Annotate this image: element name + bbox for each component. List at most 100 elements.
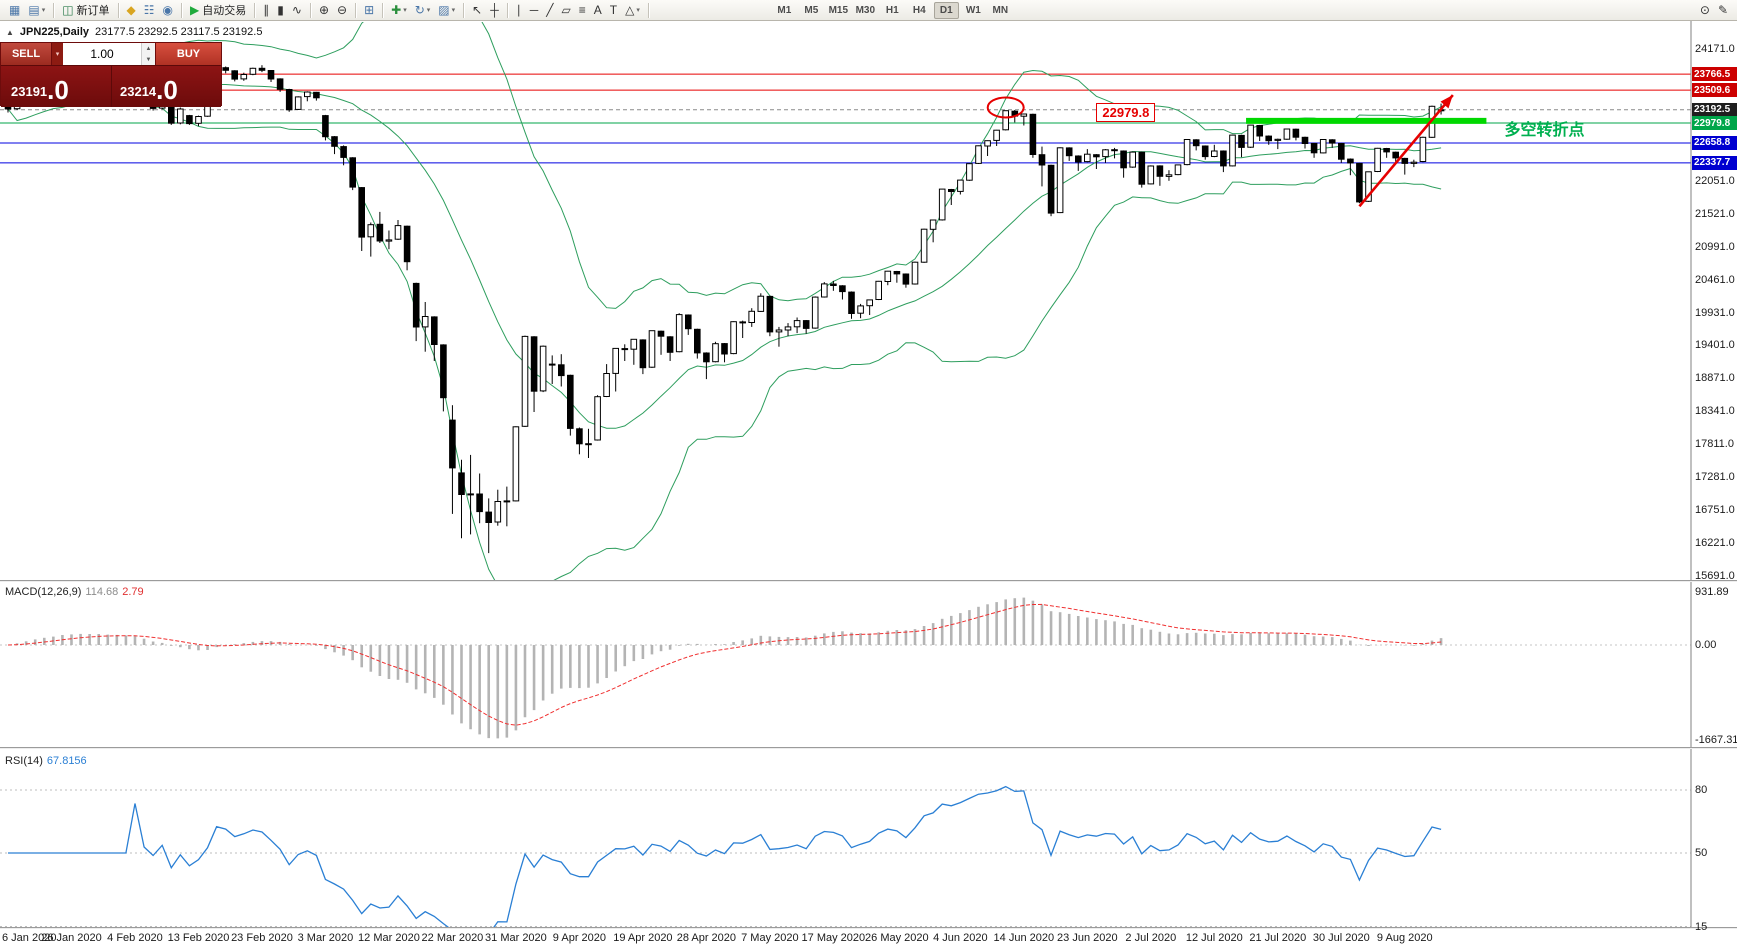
new-chart-button[interactable]: ▦: [6, 1, 23, 19]
lot-spinner: ▲ ▼: [141, 43, 155, 65]
annotation-price-label[interactable]: 22979.8: [1096, 103, 1156, 123]
time-axis-label: 23 Jun 2020: [1057, 932, 1118, 944]
timeframe-m1-button[interactable]: M1: [777, 4, 792, 16]
text-icon: A: [593, 3, 602, 17]
axis-label: 17811.0: [1695, 438, 1734, 451]
candlestick-chart-button[interactable]: ▮: [274, 1, 287, 19]
lot-decrease-button[interactable]: ▼: [145, 56, 152, 63]
pane-separator[interactable]: [0, 927, 1737, 929]
arrows-button[interactable]: △ ▾: [622, 1, 643, 19]
signals-button[interactable]: ◉: [160, 1, 176, 19]
sell-price-button[interactable]: 23191.0: [1, 66, 111, 107]
tile-windows-button[interactable]: ⊞: [361, 1, 377, 19]
timeframe-m5-button[interactable]: M5: [804, 4, 819, 16]
text-button[interactable]: A: [591, 1, 605, 19]
autotrading-icon: ▶: [190, 3, 200, 17]
text-label-button[interactable]: T: [607, 1, 620, 19]
new-chart-icon: ▦: [9, 3, 21, 17]
sell-button[interactable]: SELL: [1, 43, 51, 65]
line-chart-button[interactable]: ∿: [289, 1, 305, 19]
toolbar-separator: [309, 2, 311, 18]
time-axis-label: 26 Jan 2020: [41, 932, 102, 944]
time-axis-label: 4 Feb 2020: [107, 932, 163, 944]
hline-button[interactable]: ─: [527, 1, 542, 19]
fibonacci-button[interactable]: ≡: [576, 1, 589, 19]
zoom-out-button[interactable]: ⊖: [334, 1, 350, 19]
channel-button[interactable]: ▱: [558, 1, 573, 19]
periods-button[interactable]: ↻ ▾: [412, 1, 434, 19]
bar-chart-button[interactable]: ∥: [260, 1, 272, 19]
market-watch-icon: ☷: [143, 3, 155, 17]
buy-price-main: 23214: [120, 84, 157, 99]
signals-icon: ◉: [162, 3, 174, 17]
alerts-button[interactable]: ◆: [124, 1, 139, 19]
time-axis-label: 2 Jul 2020: [1125, 932, 1177, 944]
annotation-turning-point-text[interactable]: 多空转折点: [1504, 122, 1585, 140]
vline-button[interactable]: ∣: [513, 1, 525, 19]
macd-indicator-label: MACD(12,26,9) 114.68 2.79: [5, 586, 144, 598]
symbol-ohlc-header: ▲ JPN225,Daily 23177.5 23292.5 23117.5 2…: [6, 26, 262, 38]
templates-button[interactable]: ▨ ▾: [435, 1, 458, 19]
search-button[interactable]: ⊙: [1697, 1, 1713, 19]
indicators-button[interactable]: ✚ ▾: [388, 1, 410, 19]
axis-label: 16221.0: [1695, 537, 1735, 550]
pane-separator[interactable]: [0, 747, 1737, 749]
fibonacci-icon: ≡: [578, 3, 586, 17]
price-axis[interactable]: 24171.0 22051.0 21521.0 20991.0 20461.0 19931…: [1692, 21, 1737, 933]
ohlc-values: 23177.5 23292.5 23117.5 23192.5: [95, 26, 263, 38]
new-order-button[interactable]: ◫ 新订单: [59, 1, 112, 19]
axis-label: 931.89: [1695, 586, 1729, 599]
line-chart-icon: ∿: [291, 3, 302, 17]
annotations-layer[interactable]: [986, 94, 1487, 208]
timeframe-w1-button[interactable]: W1: [965, 4, 981, 16]
time-axis[interactable]: 6 Jan 2020 26 Jan 2020 4 Feb 2020 13 Feb 20…: [0, 929, 1737, 946]
rsi-name: RSI(14): [5, 755, 43, 767]
toolbar-separator: [647, 2, 649, 18]
one-click-toggle-icon[interactable]: ▲: [6, 27, 14, 37]
pane-separator[interactable]: [0, 580, 1737, 582]
macd-signal-value: 2.79: [122, 586, 144, 598]
timeframe-d1-button[interactable]: D1: [933, 1, 959, 19]
lot-size-input[interactable]: [63, 43, 141, 65]
zoom-in-button[interactable]: ⊕: [316, 1, 332, 19]
toolbar-separator: [53, 2, 55, 18]
trade-options-caret-icon[interactable]: ▾: [51, 43, 63, 65]
toolbar-separator: [117, 2, 119, 18]
dropdown-caret-icon: ▾: [451, 7, 456, 14]
crosshair-button[interactable]: ┼: [487, 1, 502, 19]
trendline-button[interactable]: ╱: [543, 1, 556, 19]
timeframe-m15-button[interactable]: M15: [828, 4, 849, 16]
buy-price-button[interactable]: 23214.0: [111, 66, 221, 107]
quick-message-button[interactable]: ✎: [1715, 1, 1731, 19]
timeframe-m30-button[interactable]: M30: [855, 4, 876, 16]
axis-label: 19931.0: [1695, 306, 1735, 319]
rsi-indicator-label: RSI(14) 67.8156: [5, 755, 87, 767]
trade-panel-controls: SELL ▾ ▲ ▼ BUY: [1, 43, 221, 65]
lot-increase-button[interactable]: ▲: [145, 45, 152, 52]
buy-price-frac: .0: [156, 74, 178, 105]
price-tag: 23509.6: [1692, 83, 1737, 98]
axis-label: 19401.0: [1695, 339, 1735, 352]
market-watch-button[interactable]: ☷: [141, 1, 158, 19]
zoom-in-icon: ⊕: [318, 3, 329, 17]
axis-label: 21521.0: [1695, 207, 1735, 220]
buy-button[interactable]: BUY: [155, 43, 221, 65]
autotrading-button[interactable]: ▶ 自动交易: [187, 1, 249, 19]
time-axis-label: 14 Jun 2020: [993, 932, 1055, 944]
timeframe-h4-button[interactable]: H4: [912, 4, 926, 16]
trade-panel-prices: 23191.0 23214.0: [1, 65, 221, 107]
axis-label: 20461.0: [1695, 273, 1735, 286]
zoom-out-icon: ⊖: [337, 3, 348, 17]
timeframe-h1-button[interactable]: H1: [885, 4, 899, 16]
cursor-button[interactable]: ↖: [469, 1, 485, 19]
time-axis-label: 19 Apr 2020: [613, 932, 673, 944]
timeframe-mn-button[interactable]: MN: [992, 4, 1009, 16]
profiles-button[interactable]: ▤ ▾: [25, 1, 48, 19]
macd-name: MACD(12,26,9): [5, 586, 82, 598]
axis-label: 24171.0: [1695, 43, 1735, 55]
time-axis-label: 9 Aug 2020: [1376, 932, 1433, 944]
trendline-icon: ╱: [546, 3, 554, 17]
toolbar-separator: [506, 2, 508, 18]
sell-price-frac: .0: [47, 74, 69, 105]
